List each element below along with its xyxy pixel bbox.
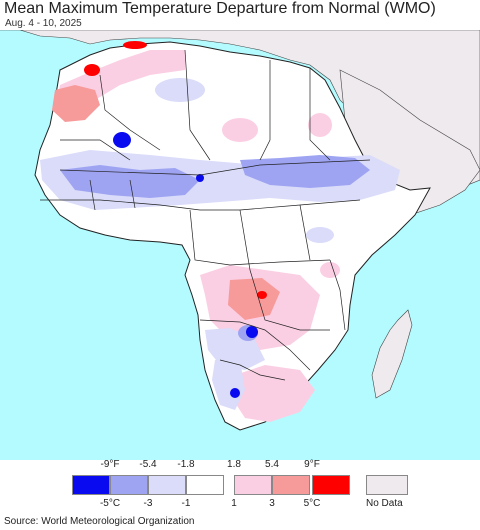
legend-c-label: 3 — [269, 498, 275, 509]
legend-swatch — [148, 475, 186, 495]
temperature-map — [0, 30, 480, 460]
legend-swatch — [312, 475, 350, 495]
legend-swatch — [72, 475, 110, 495]
legend-c-label: 1 — [231, 498, 237, 509]
legend-swatch — [186, 475, 224, 495]
map-title: Mean Maximum Temperature Departure from … — [4, 0, 436, 17]
date-range: Aug. 4 - 10, 2025 — [5, 18, 82, 29]
legend-c-label: -3 — [143, 498, 153, 509]
legend-f-label: -9°F — [100, 459, 120, 470]
legend-f-label: 5.4 — [265, 459, 279, 470]
legend-f-label: 9°F — [304, 459, 320, 470]
legend-c-label: -1 — [181, 498, 191, 509]
legend-f-label: -5.4 — [139, 459, 157, 470]
country-borders — [40, 49, 371, 381]
legend: -9°F -5.4 -1.8 1.8 5.4 9°F -5°C -3 -1 1 … — [0, 458, 480, 514]
legend-f-label: -1.8 — [177, 459, 195, 470]
legend-swatch — [110, 475, 148, 495]
legend-f-label: 1.8 — [227, 459, 241, 470]
legend-c-label: 5°C — [303, 498, 321, 509]
no-data-label: No Data — [366, 498, 403, 509]
legend-swatch — [234, 475, 272, 495]
africa-landmass — [34, 41, 431, 431]
source-credit: Source: World Meteorological Organizatio… — [4, 516, 195, 527]
legend-c-label: -5°C — [99, 498, 121, 509]
legend-swatch — [272, 475, 310, 495]
no-data-region-madagascar — [371, 309, 413, 399]
no-data-swatch — [366, 475, 408, 495]
